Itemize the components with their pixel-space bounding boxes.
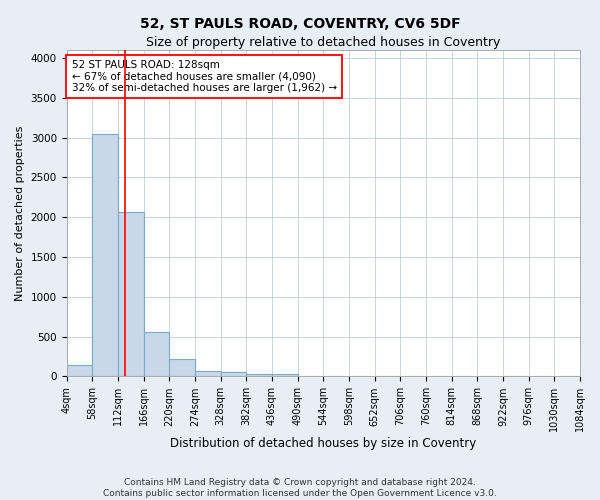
Bar xyxy=(143,332,169,376)
Bar xyxy=(195,371,221,376)
Bar xyxy=(118,212,143,376)
Bar xyxy=(67,364,92,376)
Y-axis label: Number of detached properties: Number of detached properties xyxy=(15,126,25,301)
Text: 52, ST PAULS ROAD, COVENTRY, CV6 5DF: 52, ST PAULS ROAD, COVENTRY, CV6 5DF xyxy=(140,18,460,32)
Bar xyxy=(92,134,118,376)
Bar xyxy=(272,374,298,376)
Text: 52 ST PAULS ROAD: 128sqm
← 67% of detached houses are smaller (4,090)
32% of sem: 52 ST PAULS ROAD: 128sqm ← 67% of detach… xyxy=(71,60,337,93)
Bar xyxy=(246,374,272,376)
Bar xyxy=(169,359,195,376)
Text: Contains HM Land Registry data © Crown copyright and database right 2024.
Contai: Contains HM Land Registry data © Crown c… xyxy=(103,478,497,498)
X-axis label: Distribution of detached houses by size in Coventry: Distribution of detached houses by size … xyxy=(170,437,476,450)
Bar xyxy=(221,372,246,376)
Title: Size of property relative to detached houses in Coventry: Size of property relative to detached ho… xyxy=(146,36,500,49)
